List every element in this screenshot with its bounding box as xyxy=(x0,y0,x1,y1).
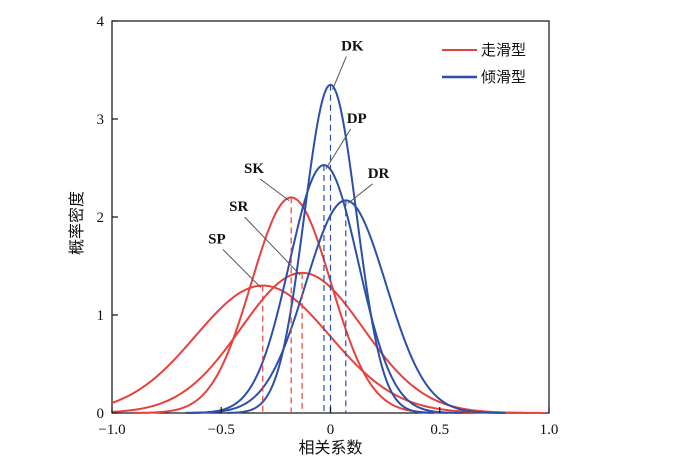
leader-line-dk xyxy=(332,56,347,90)
x-tick-label: 0.5 xyxy=(430,422,449,438)
legend-label-strike-slip: 走滑型 xyxy=(481,41,526,59)
annotation-sp: SP xyxy=(208,231,226,247)
annotation-dk: DK xyxy=(341,38,364,54)
x-tick-label: −0.5 xyxy=(208,422,235,438)
y-tick-label: 2 xyxy=(97,210,105,226)
y-tick-label: 4 xyxy=(97,14,105,30)
mean-lines xyxy=(262,84,347,413)
x-axis-label: 相关系数 xyxy=(298,438,362,457)
y-axis-label: 概率密度 xyxy=(67,191,86,255)
legend-label-dip-slip: 倾滑型 xyxy=(481,68,526,86)
leader-line-dp xyxy=(325,128,352,170)
x-tick-label: −1.0 xyxy=(98,422,125,438)
curve-sp xyxy=(111,284,530,414)
y-axis-ticks: 0 1 2 3 4 xyxy=(97,14,118,422)
leader-line-sr xyxy=(244,216,301,276)
curve-sr xyxy=(111,271,546,414)
x-axis-ticks: −1.0 −0.5 0 0.5 1.0 xyxy=(98,407,558,438)
leader-line-dr xyxy=(347,183,373,204)
annotation-dr: DR xyxy=(368,166,390,182)
y-tick-label: 1 xyxy=(97,308,105,324)
y-tick-label: 0 xyxy=(97,406,105,422)
legend: 走滑型 倾滑型 xyxy=(442,41,526,86)
annotation-sr: SR xyxy=(229,199,248,215)
leader-line-sk xyxy=(259,178,290,202)
leader-line-sp xyxy=(222,249,262,288)
x-tick-label: 1.0 xyxy=(540,422,559,438)
y-tick-label: 3 xyxy=(97,112,105,128)
annotation-dp: DP xyxy=(347,111,367,127)
density-curves xyxy=(111,83,546,414)
annotation-sk: SK xyxy=(244,161,264,177)
x-tick-label: 0 xyxy=(327,422,335,438)
